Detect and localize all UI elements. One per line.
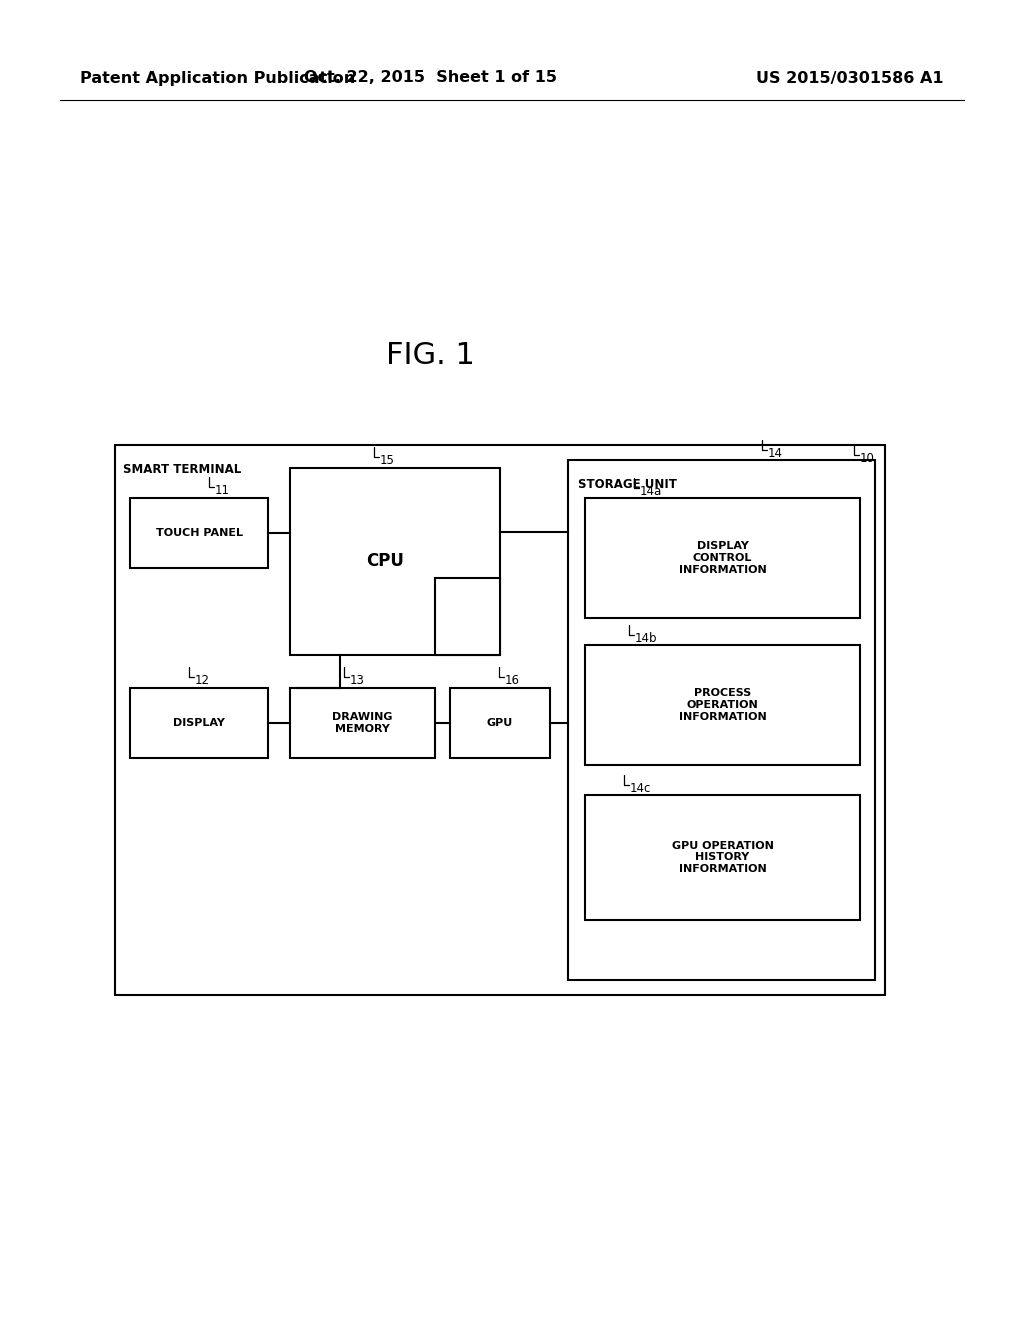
- Text: CPU: CPU: [366, 553, 403, 570]
- Bar: [130, 688, 268, 758]
- Bar: [130, 498, 268, 568]
- Text: 16: 16: [505, 675, 520, 686]
- Text: 14a: 14a: [640, 484, 663, 498]
- Text: 10: 10: [860, 451, 874, 465]
- Bar: [585, 645, 860, 766]
- Text: 14b: 14b: [635, 632, 657, 645]
- Text: PROCESS
OPERATION
INFORMATION: PROCESS OPERATION INFORMATION: [679, 689, 766, 722]
- Text: TOUCH PANEL: TOUCH PANEL: [156, 528, 243, 539]
- Text: DISPLAY: DISPLAY: [173, 718, 225, 729]
- Bar: [585, 498, 860, 618]
- Text: 14: 14: [768, 447, 783, 459]
- Text: Patent Application Publication: Patent Application Publication: [80, 70, 355, 86]
- Bar: [435, 578, 500, 655]
- Bar: [568, 459, 874, 979]
- Text: STORAGE UNIT: STORAGE UNIT: [578, 478, 677, 491]
- Bar: [450, 688, 550, 758]
- Text: SMART TERMINAL: SMART TERMINAL: [123, 463, 242, 477]
- Text: GPU OPERATION
HISTORY
INFORMATION: GPU OPERATION HISTORY INFORMATION: [672, 841, 773, 874]
- Text: 13: 13: [350, 675, 365, 686]
- Text: DRAWING
MEMORY: DRAWING MEMORY: [332, 713, 393, 734]
- Text: Oct. 22, 2015  Sheet 1 of 15: Oct. 22, 2015 Sheet 1 of 15: [303, 70, 556, 86]
- Text: 12: 12: [195, 675, 210, 686]
- Text: DISPLAY
CONTROL
INFORMATION: DISPLAY CONTROL INFORMATION: [679, 541, 766, 574]
- Text: 11: 11: [215, 484, 230, 498]
- Text: US 2015/0301586 A1: US 2015/0301586 A1: [757, 70, 944, 86]
- Bar: [290, 469, 500, 655]
- Bar: [115, 445, 885, 995]
- Bar: [290, 688, 435, 758]
- Text: 15: 15: [380, 454, 395, 467]
- Text: FIG. 1: FIG. 1: [386, 341, 474, 370]
- Text: 14c: 14c: [630, 781, 651, 795]
- Text: GPU: GPU: [486, 718, 513, 729]
- Bar: [585, 795, 860, 920]
